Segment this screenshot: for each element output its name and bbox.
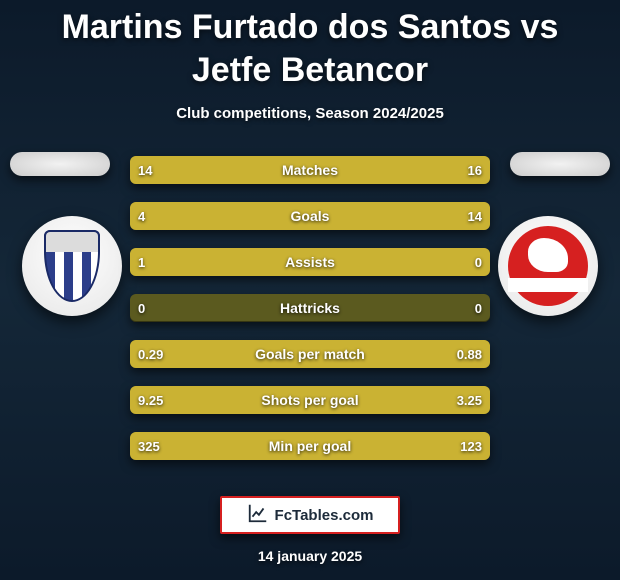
stat-row: 1416Matches: [130, 156, 490, 184]
stat-row: 414Goals: [130, 202, 490, 230]
brand-badge[interactable]: FcTables.com: [220, 496, 400, 534]
player-right-pill: [510, 152, 610, 176]
stat-row: 0.290.88Goals per match: [130, 340, 490, 368]
stat-row: 00Hattricks: [130, 294, 490, 322]
stat-label: Goals per match: [130, 340, 490, 368]
stat-label: Assists: [130, 248, 490, 276]
stat-label: Goals: [130, 202, 490, 230]
date-text: 14 january 2025: [0, 548, 620, 564]
stat-label: Hattricks: [130, 294, 490, 322]
page-title: Martins Furtado dos Santos vs Jetfe Beta…: [0, 0, 620, 91]
brand-text: FcTables.com: [275, 507, 374, 524]
player-left-pill: [10, 152, 110, 176]
stat-row: 9.253.25Shots per goal: [130, 386, 490, 414]
stat-row: 325123Min per goal: [130, 432, 490, 460]
stat-label: Min per goal: [130, 432, 490, 460]
stat-row: 10Assists: [130, 248, 490, 276]
stat-label: Shots per goal: [130, 386, 490, 414]
stat-label: Matches: [130, 156, 490, 184]
club-crest-left: [22, 216, 122, 316]
club-crest-right: [498, 216, 598, 316]
subtitle: Club competitions, Season 2024/2025: [0, 105, 620, 122]
comparison-panel: 1416Matches 414Goals 10Assists 00Hattricks 0…: [0, 152, 620, 472]
stat-bars: 1416Matches 414Goals 10Assists 00Hattricks 0…: [130, 138, 490, 478]
chart-icon: [247, 502, 269, 528]
